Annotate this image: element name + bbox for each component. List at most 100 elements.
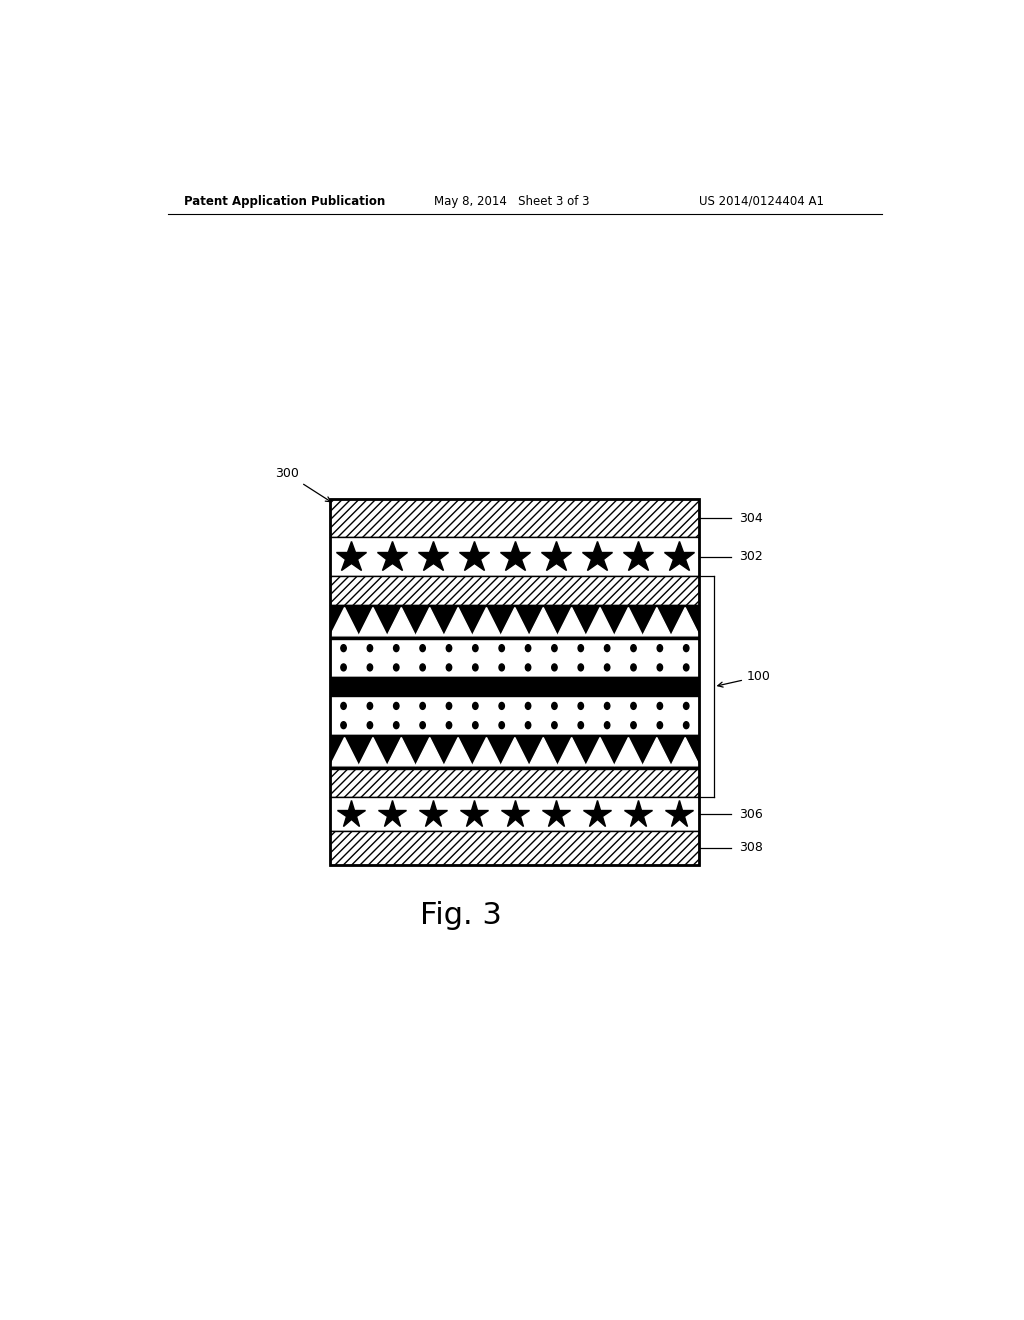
Circle shape <box>499 644 505 652</box>
Polygon shape <box>358 738 387 766</box>
Bar <box>331 499 699 865</box>
Circle shape <box>446 702 452 709</box>
Circle shape <box>525 664 530 671</box>
Polygon shape <box>671 607 699 636</box>
Circle shape <box>473 722 478 729</box>
Circle shape <box>368 664 373 671</box>
Bar <box>331 605 699 639</box>
Text: 304: 304 <box>739 512 763 524</box>
Circle shape <box>631 644 636 652</box>
Polygon shape <box>331 607 358 636</box>
Circle shape <box>657 664 663 671</box>
Circle shape <box>604 702 610 709</box>
Circle shape <box>525 644 530 652</box>
Circle shape <box>446 664 452 671</box>
Circle shape <box>446 722 452 729</box>
Circle shape <box>657 722 663 729</box>
Circle shape <box>499 664 505 671</box>
Text: 100: 100 <box>718 671 771 688</box>
Text: May 8, 2014   Sheet 3 of 3: May 8, 2014 Sheet 3 of 3 <box>433 194 589 207</box>
Bar <box>331 768 699 797</box>
Polygon shape <box>643 607 671 636</box>
Bar <box>331 832 699 865</box>
Circle shape <box>579 722 584 729</box>
Circle shape <box>552 664 557 671</box>
Polygon shape <box>501 607 529 636</box>
Circle shape <box>341 722 346 729</box>
Polygon shape <box>387 738 416 766</box>
Circle shape <box>579 702 584 709</box>
Circle shape <box>631 702 636 709</box>
Bar <box>331 696 699 735</box>
Circle shape <box>341 702 346 709</box>
Polygon shape <box>416 738 444 766</box>
Circle shape <box>368 722 373 729</box>
Circle shape <box>683 664 689 671</box>
Polygon shape <box>444 738 472 766</box>
Circle shape <box>420 644 425 652</box>
Bar <box>331 576 699 605</box>
Polygon shape <box>586 607 614 636</box>
Polygon shape <box>358 607 387 636</box>
Circle shape <box>341 644 346 652</box>
Circle shape <box>552 702 557 709</box>
Bar <box>331 639 699 677</box>
Circle shape <box>473 664 478 671</box>
Polygon shape <box>444 607 472 636</box>
Polygon shape <box>529 738 557 766</box>
Bar <box>331 832 699 865</box>
Circle shape <box>368 644 373 652</box>
Polygon shape <box>671 738 699 766</box>
Circle shape <box>525 722 530 729</box>
Polygon shape <box>586 738 614 766</box>
Polygon shape <box>614 607 643 636</box>
Text: 300: 300 <box>274 467 331 502</box>
Circle shape <box>552 644 557 652</box>
Polygon shape <box>643 738 671 766</box>
Bar <box>331 797 699 832</box>
Polygon shape <box>501 738 529 766</box>
Circle shape <box>393 722 399 729</box>
Text: Fig. 3: Fig. 3 <box>421 902 502 931</box>
Circle shape <box>683 722 689 729</box>
Bar <box>331 768 699 797</box>
Circle shape <box>657 702 663 709</box>
Polygon shape <box>529 607 557 636</box>
Circle shape <box>579 664 584 671</box>
Polygon shape <box>472 738 501 766</box>
Polygon shape <box>614 738 643 766</box>
Polygon shape <box>331 738 358 766</box>
Text: 306: 306 <box>739 808 763 821</box>
Polygon shape <box>416 607 444 636</box>
Polygon shape <box>557 607 586 636</box>
Circle shape <box>604 722 610 729</box>
Circle shape <box>631 722 636 729</box>
Circle shape <box>420 702 425 709</box>
Circle shape <box>393 644 399 652</box>
Text: 308: 308 <box>739 841 763 854</box>
Bar <box>331 576 699 605</box>
Bar <box>331 677 699 696</box>
Circle shape <box>420 664 425 671</box>
Circle shape <box>604 644 610 652</box>
Circle shape <box>579 644 584 652</box>
Bar <box>331 537 699 576</box>
Circle shape <box>657 644 663 652</box>
Circle shape <box>604 664 610 671</box>
Text: 302: 302 <box>739 550 763 564</box>
Circle shape <box>683 644 689 652</box>
Circle shape <box>473 644 478 652</box>
Circle shape <box>420 722 425 729</box>
Circle shape <box>525 702 530 709</box>
Circle shape <box>631 664 636 671</box>
Circle shape <box>499 702 505 709</box>
Circle shape <box>368 702 373 709</box>
Bar <box>331 499 699 537</box>
Text: Patent Application Publication: Patent Application Publication <box>183 194 385 207</box>
Circle shape <box>393 702 399 709</box>
Circle shape <box>341 664 346 671</box>
Circle shape <box>499 722 505 729</box>
Polygon shape <box>387 607 416 636</box>
Circle shape <box>393 664 399 671</box>
Circle shape <box>552 722 557 729</box>
